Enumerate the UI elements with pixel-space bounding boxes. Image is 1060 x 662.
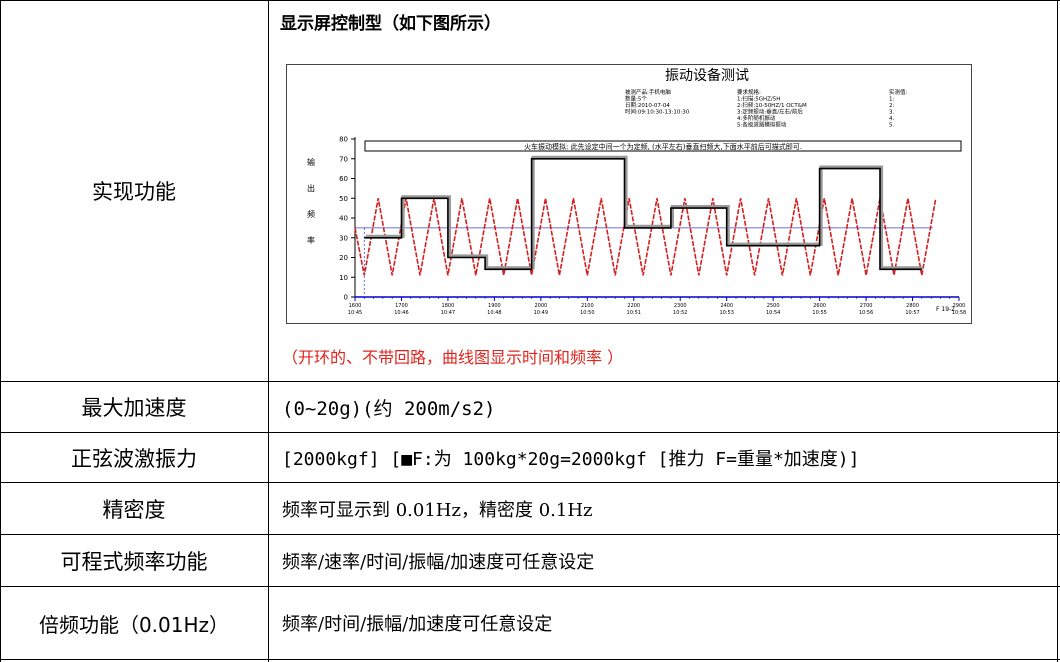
row-value-precision: 频率可显示到 0.01Hz，精密度 0.1Hz xyxy=(282,499,593,521)
chart-info-text: 时间:09:10:30-13:10:30 xyxy=(625,108,690,116)
chart-info-text: 被测产品:手机电脑 xyxy=(625,88,671,96)
x-tick-time-label: 10:52 xyxy=(673,310,687,316)
chart-info-text: 2:扫频:10-50HZ/1 OCT&M xyxy=(737,101,807,109)
x-tick-time-label: 10:47 xyxy=(441,310,455,316)
chart-corner-label: F 19-2 xyxy=(936,306,955,313)
chart-info-text: 4:多阶随机振动 xyxy=(737,114,776,122)
figure-caption: （开环的、不带回路，曲线图显示时间和频率 ） xyxy=(282,348,624,367)
x-tick-label: 2900 xyxy=(953,303,966,309)
row-label-sine-force: 正弦波激振力 xyxy=(71,446,197,471)
series-step-shadow xyxy=(365,155,924,270)
x-tick-time-label: 10:45 xyxy=(348,310,362,316)
x-tick-time-label: 10:56 xyxy=(859,310,873,316)
x-tick-label: 2100 xyxy=(581,303,594,309)
y-tick-label: 10 xyxy=(339,274,348,282)
y-axis-label-char: 出 xyxy=(307,183,315,193)
figure-heading: 显示屏控制型（如下图所示） xyxy=(280,14,501,34)
y-axis-label-char: 频 xyxy=(307,209,315,219)
x-tick-time-label: 10:48 xyxy=(487,310,501,316)
row-value-programmable: 频率/速率/时间/振幅/加速度可任意设定 xyxy=(282,551,595,573)
row-divider xyxy=(0,482,1060,483)
chart-info-text: 日期:2010-07-04 xyxy=(625,102,670,109)
y-tick-label: 70 xyxy=(339,155,348,163)
row-label-precision: 精密度 xyxy=(102,497,166,522)
chart-info-text: 5. xyxy=(889,123,894,129)
x-tick-label: 1600 xyxy=(349,303,362,309)
x-tick-time-label: 10:53 xyxy=(719,310,733,316)
x-tick-label: 1700 xyxy=(395,303,408,309)
chart-title: 振动设备测试 xyxy=(665,67,749,84)
row-divider xyxy=(0,534,1060,535)
chart-info-text: 4. xyxy=(889,116,894,122)
column-divider xyxy=(268,0,269,662)
y-axis-label-char: 率 xyxy=(307,235,315,245)
y-axis-label-char: 输 xyxy=(307,157,315,167)
chart-info-text: 3:定频振动:垂直/左右/前后 xyxy=(737,108,803,116)
row-divider xyxy=(0,0,1060,1)
y-tick-label: 80 xyxy=(339,136,348,144)
chart-info-text: 1: xyxy=(889,97,894,103)
row-label-programmable: 可程式频率功能 xyxy=(60,549,208,574)
y-tick-label: 60 xyxy=(339,175,348,183)
row-label-max-acceleration: 最大加速度 xyxy=(81,396,187,420)
y-tick-label: 50 xyxy=(339,195,348,203)
series-zigzag-line xyxy=(354,198,937,276)
y-tick-label: 30 xyxy=(339,234,348,242)
x-tick-label: 2300 xyxy=(674,303,687,309)
chart-annotation: 火车振动模拟: 此先设定中间一个为定频, (水平左右)垂直扫频大,下面水平前后可… xyxy=(524,142,802,151)
x-tick-time-label: 10:51 xyxy=(627,310,641,316)
x-tick-time-label: 10:55 xyxy=(812,310,826,316)
annotation-box xyxy=(364,140,962,152)
row-label-frequency-multiplier: 倍频功能（0.01Hz） xyxy=(38,612,230,637)
row-divider xyxy=(0,659,1060,660)
column-divider xyxy=(0,0,1,662)
row-value-max-acceleration: (0~20g)(约 200m/s2) xyxy=(282,397,496,420)
x-tick-time-label: 10:46 xyxy=(394,310,408,316)
chart-info-text: 5:各级道路模拟振动 xyxy=(737,121,787,129)
chart-canvas: 振动设备测试被测产品:手机电脑数量:5个日期:2010-07-04时间:09:1… xyxy=(307,67,966,316)
x-tick-time-label: 10:49 xyxy=(534,310,548,316)
vibration-chart: 振动设备测试被测产品:手机电脑 数量:5个 日期:2010-07-04 时间:09:1… xyxy=(286,64,972,324)
x-tick-time-label: 10:50 xyxy=(580,310,594,316)
row-value-frequency-multiplier: 频率/时间/振幅/加速度可任意设定 xyxy=(282,614,553,635)
y-tick-label: 40 xyxy=(339,215,348,223)
row-divider xyxy=(0,432,1060,433)
row-label-function: 实现功能 xyxy=(92,179,176,204)
row-divider xyxy=(0,381,1060,382)
row-value-sine-force: [2000kgf] [■F:为 100kg*20g=2000kgf [推力 F=… xyxy=(282,448,860,470)
x-tick-time-label: 10:58 xyxy=(952,310,966,316)
x-tick-label: 2700 xyxy=(860,303,873,309)
x-tick-label: 2000 xyxy=(534,303,547,309)
x-tick-time-label: 10:54 xyxy=(766,310,780,316)
x-tick-label: 2400 xyxy=(720,303,733,309)
x-tick-label: 2500 xyxy=(767,303,780,309)
x-tick-time-label: 10:57 xyxy=(905,310,919,316)
chart-info-text: 3. xyxy=(889,110,894,116)
x-tick-label: 2200 xyxy=(627,303,640,309)
x-tick-label: 1800 xyxy=(442,303,455,309)
x-tick-label: 2600 xyxy=(813,303,826,309)
chart-info-text: 要求规格: xyxy=(737,88,761,96)
chart-info-text: 数量:5个 xyxy=(625,95,647,103)
x-tick-label: 1900 xyxy=(488,303,501,309)
chart-info-text: 1:扫描:5GHZ/5H xyxy=(737,95,780,103)
column-divider xyxy=(1057,0,1058,662)
chart-info-text: 2: xyxy=(889,103,894,109)
x-tick-label: 2800 xyxy=(906,303,919,309)
series-step-line xyxy=(364,158,922,271)
y-tick-label: 20 xyxy=(339,254,348,262)
y-tick-label: 0 xyxy=(344,294,348,302)
chart-info-text: 实测值: xyxy=(889,88,908,96)
row-divider xyxy=(0,586,1060,587)
